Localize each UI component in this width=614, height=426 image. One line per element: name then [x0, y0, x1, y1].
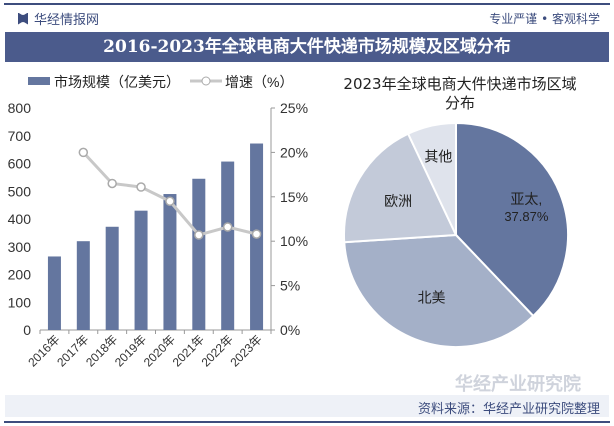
- pie-title: 2023年全球电商大件快递市场区域分布: [343, 75, 577, 112]
- right-tick-label: 10%: [280, 233, 308, 249]
- x-tick-label: 2018年: [83, 332, 120, 369]
- legend-line-label: 增速（%）: [225, 74, 293, 90]
- x-tick-label: 2017年: [54, 332, 91, 369]
- brand: 华经情报网: [18, 9, 99, 28]
- book-logo-icon: [18, 12, 28, 25]
- page-title: 2016-2023年全球电商大件快递市场规模及区域分布: [5, 32, 609, 62]
- right-tick-label: 15%: [280, 189, 308, 205]
- bar: [134, 210, 148, 330]
- bar: [192, 178, 206, 330]
- slogan: 专业严谨 • 客观科学: [489, 12, 600, 26]
- growth-point: [78, 147, 89, 158]
- right-tick-label: 25%: [280, 100, 308, 116]
- bottom-rule: [4, 421, 610, 423]
- x-tick-label: 2022年: [199, 332, 236, 369]
- legend-bar-swatch: [28, 77, 50, 85]
- left-tick-label: 0: [23, 322, 31, 338]
- growth-point: [107, 178, 117, 189]
- top-rule: [4, 3, 610, 5]
- bar: [47, 256, 61, 330]
- footer-band: [5, 395, 609, 417]
- pie-label: 亚太,: [510, 191, 542, 207]
- growth-point: [194, 230, 204, 240]
- left-tick-label: 700: [8, 128, 32, 144]
- legend-line-marker: [201, 76, 211, 86]
- pie-percent: 37.87%: [504, 209, 549, 224]
- left-tick-label: 100: [8, 294, 32, 310]
- growth-point: [251, 229, 262, 239]
- x-tick-label: 2023年: [227, 332, 264, 369]
- pie-label: 北美: [418, 290, 446, 306]
- right-tick-label: 5%: [280, 278, 300, 294]
- left-tick-label: 400: [8, 211, 32, 227]
- growth-point: [165, 196, 175, 206]
- legend-bar-label: 市场规模（亿美元）: [54, 74, 180, 90]
- watermark: 华经产业研究院: [455, 374, 581, 395]
- bar: [163, 194, 177, 330]
- x-tick-label: 2019年: [112, 332, 149, 369]
- pie-slice: [455, 121, 569, 318]
- bar: [105, 226, 119, 330]
- source-note: 资料来源：华经产业研究院整理: [417, 402, 600, 417]
- x-tick-label: 2020年: [141, 332, 178, 369]
- left-tick-label: 300: [8, 239, 32, 255]
- pie-slice: [343, 132, 458, 244]
- brand-name: 华经情报网: [34, 13, 100, 28]
- bar: [76, 241, 90, 330]
- x-tick-label: 2021年: [170, 332, 207, 369]
- right-tick-label: 0%: [280, 322, 300, 338]
- growth-point: [222, 222, 233, 232]
- left-tick-label: 800: [8, 100, 32, 116]
- left-tick-label: 500: [8, 183, 32, 199]
- pie-label: 欧洲: [384, 193, 412, 209]
- growth-point: [136, 182, 146, 192]
- bar: [221, 161, 235, 330]
- left-tick-label: 600: [8, 156, 32, 172]
- right-tick-label: 20%: [280, 144, 308, 160]
- pie-slice: [343, 233, 535, 348]
- pie-label: 其他: [424, 148, 452, 164]
- left-tick-label: 200: [8, 267, 32, 283]
- pie-slice: [406, 121, 457, 236]
